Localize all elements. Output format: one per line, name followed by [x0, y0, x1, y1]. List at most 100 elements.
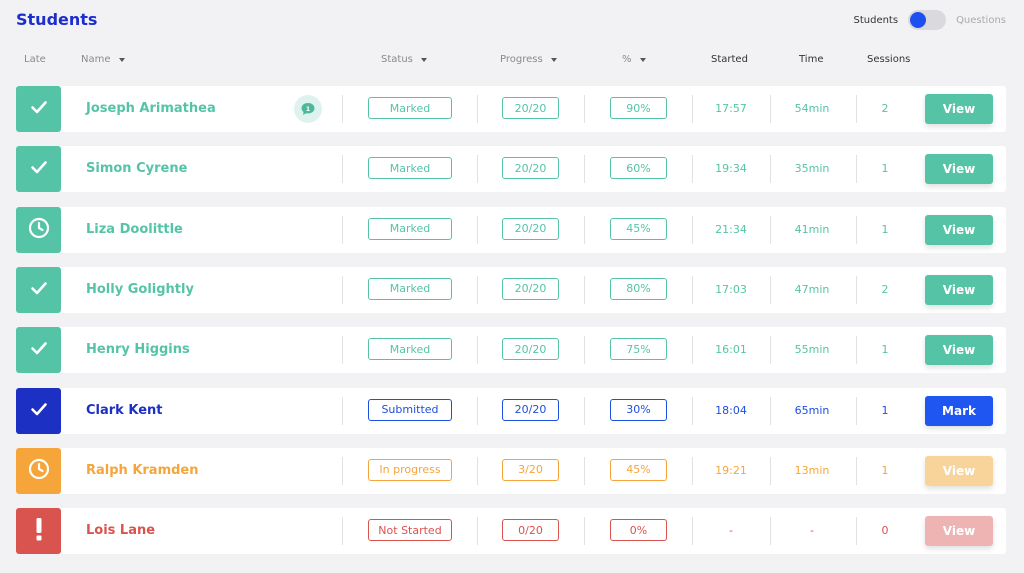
col-started-label: Started [711, 54, 748, 65]
status-badge: Marked [368, 97, 452, 119]
check-icon [29, 338, 49, 362]
comment-count: 1 [306, 105, 311, 113]
percent-badge: 0% [610, 519, 667, 542]
table-row: Ralph Kramden In progress 3/20 45% 19:21 13mi… [16, 447, 1006, 494]
divider [770, 336, 771, 365]
student-name[interactable]: Ralph Kramden [86, 462, 199, 478]
col-sessions-label: Sessions [867, 54, 911, 65]
divider [692, 215, 693, 244]
status-badge: Marked [368, 338, 452, 361]
student-name[interactable]: Joseph Arimathea [86, 101, 216, 116]
late-status-indicator [16, 206, 61, 253]
toggle-label-students[interactable]: Students [853, 14, 899, 26]
view-button[interactable]: View [925, 335, 993, 366]
status-badge: In progress [368, 458, 452, 481]
percent-badge: 30% [610, 398, 667, 421]
status-badge: Marked [368, 277, 452, 300]
started-time: 19:34 [715, 162, 747, 176]
student-name[interactable]: Simon Cyrene [86, 161, 188, 177]
page-title: Students [16, 10, 98, 29]
divider [584, 517, 585, 546]
col-percent-label: % [622, 54, 632, 65]
percent-badge: 90% [610, 97, 667, 119]
divider [584, 396, 585, 425]
col-progress[interactable]: Progress [500, 54, 557, 65]
table-row: Henry Higgins Marked 20/20 75% 16:01 55min 1 Vi… [16, 327, 1006, 374]
table-row: Simon Cyrene Marked 20/20 60% 19:34 35min 1 Vie… [16, 146, 1006, 193]
divider [856, 215, 857, 244]
divider [477, 275, 478, 304]
divider [584, 215, 585, 244]
time-spent: 41min [794, 222, 830, 236]
late-status-indicator [16, 266, 61, 313]
percent-badge: 45% [610, 217, 667, 240]
comment-icon[interactable]: 1 [294, 95, 322, 123]
divider [342, 95, 343, 123]
student-name[interactable]: Henry Higgins [86, 342, 190, 358]
progress-badge: 20/20 [502, 157, 559, 180]
view-button[interactable]: View [925, 94, 993, 124]
table-row: Lois Lane Not Started 0/20 0% - - 0 View [16, 508, 1006, 555]
students-questions-toggle[interactable] [908, 10, 947, 30]
started-time: 16:01 [715, 343, 747, 357]
session-count: 1 [881, 403, 889, 417]
toggle-label-questions[interactable]: Questions [956, 14, 1006, 26]
percent-badge: 60% [610, 157, 667, 180]
progress-badge: 3/20 [502, 458, 559, 481]
col-sessions: Sessions [867, 54, 910, 65]
check-icon [29, 399, 49, 423]
divider [342, 336, 343, 365]
status-badge: Marked [368, 157, 452, 180]
col-status[interactable]: Status [381, 54, 427, 65]
divider [342, 396, 343, 425]
percent-badge: 80% [610, 277, 667, 300]
student-name[interactable]: Lois Lane [86, 523, 156, 539]
session-count: 2 [881, 282, 889, 296]
divider [770, 215, 771, 244]
divider [584, 456, 585, 485]
col-percent[interactable]: % [622, 54, 646, 65]
divider [477, 396, 478, 425]
time-spent: 65min [794, 403, 830, 417]
late-status-indicator [16, 86, 61, 132]
started-time: - [729, 524, 733, 538]
view-button[interactable]: View [925, 154, 993, 185]
view-button[interactable]: View [925, 214, 993, 245]
divider [770, 517, 771, 546]
divider [856, 396, 857, 425]
divider [584, 95, 585, 123]
col-name[interactable]: Name [81, 54, 125, 65]
mark-button[interactable]: Mark [925, 395, 993, 426]
divider [692, 517, 693, 546]
progress-badge: 20/20 [502, 217, 559, 240]
student-name[interactable]: Liza Doolittle [86, 221, 183, 237]
view-button[interactable]: View [925, 516, 993, 547]
view-button[interactable]: View [925, 274, 993, 305]
col-status-label: Status [381, 54, 413, 65]
time-spent: 54min [794, 102, 830, 115]
started-time: 18:04 [715, 403, 747, 417]
col-progress-label: Progress [500, 54, 543, 65]
divider [692, 396, 693, 425]
late-status-indicator [16, 508, 61, 555]
percent-badge: 45% [610, 458, 667, 481]
session-count: 2 [881, 102, 889, 115]
session-count: 1 [881, 463, 889, 477]
student-name[interactable]: Clark Kent [86, 402, 163, 418]
clock-icon [27, 216, 51, 244]
col-late-label: Late [24, 54, 46, 65]
started-time: 17:57 [715, 102, 747, 115]
divider [770, 95, 771, 123]
student-name[interactable]: Holly Golightly [86, 281, 194, 297]
table-row: Joseph Arimathea 1 Marked 20/20 90% 17:57 54mi… [16, 86, 1006, 132]
view-button[interactable]: View [925, 455, 993, 486]
divider [342, 456, 343, 485]
time-spent: 13min [794, 463, 830, 477]
check-icon [29, 97, 49, 121]
check-icon [29, 278, 49, 302]
divider [692, 336, 693, 365]
started-time: 21:34 [715, 222, 747, 236]
session-count: 1 [881, 343, 889, 357]
col-name-label: Name [81, 54, 111, 65]
table-header: Late Name Status Progress % Started Time… [0, 54, 1024, 70]
